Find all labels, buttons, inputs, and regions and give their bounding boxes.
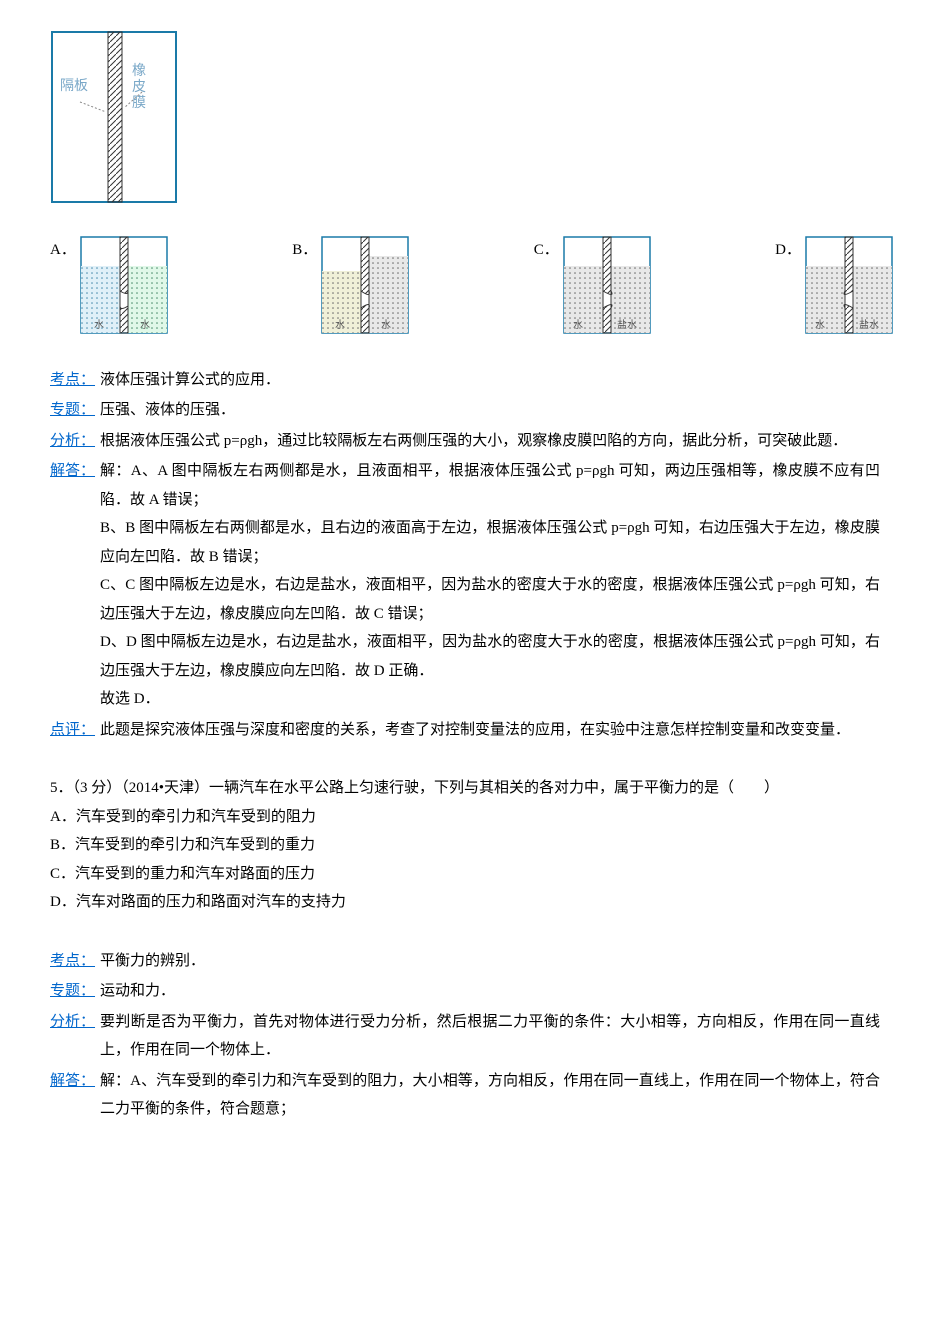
q5-choice-d: D．汽车对路面的压力和路面对汽车的支持力 — [50, 888, 895, 917]
jieda-line-4: 故选 D． — [100, 691, 160, 707]
option-d-label: D． — [775, 236, 801, 265]
q5-jieda-text: 解：A、汽车受到的牵引力和汽车受到的阻力，大小相等，方向相反，作用在同一直线上，… — [100, 1067, 880, 1124]
zhuanti-text: 压强、液体的压强． — [100, 396, 880, 425]
q5-choice-a: A．汽车受到的牵引力和汽车受到的阻力 — [50, 803, 895, 832]
q5-kaodian-row: 考点： 平衡力的辨别． — [50, 947, 895, 976]
container-diagram: 隔板 橡皮膜 — [50, 30, 180, 205]
q5-choice-b: B．汽车受到的牵引力和汽车受到的重力 — [50, 831, 895, 860]
svg-text:水: 水 — [815, 319, 825, 331]
jieda-label: 解答： — [50, 457, 100, 486]
q4-zhuanti-row: 专题： 压强、液体的压强． — [50, 396, 895, 425]
jieda-line-2: C、C 图中隔板左边是水，右边是盐水，液面相平，因为盐水的密度大于水的密度，根据… — [100, 577, 880, 622]
q5-kaodian-text: 平衡力的辨别． — [100, 947, 880, 976]
q5-zhuanti-text: 运动和力． — [100, 977, 880, 1006]
q5-kaodian-label: 考点： — [50, 947, 100, 976]
option-c-label: C． — [534, 236, 559, 265]
q5-zhuanti-row: 专题： 运动和力． — [50, 977, 895, 1006]
option-a-diagram: 水 水 — [80, 236, 170, 336]
q5-stem: 5．（3 分）（2014•天津）一辆汽车在水平公路上匀速行驶，下列与其相关的各对… — [50, 774, 895, 803]
option-d-diagram: 水 盐水 — [805, 236, 895, 336]
q5-fenxi-label: 分析： — [50, 1008, 100, 1037]
q4-kaodian-row: 考点： 液体压强计算公式的应用． — [50, 366, 895, 395]
svg-text:水: 水 — [140, 319, 150, 331]
q5-section: 5．（3 分）（2014•天津）一辆汽车在水平公路上匀速行驶，下列与其相关的各对… — [50, 774, 895, 917]
jieda-line-1: B、B 图中隔板左右两侧都是水，且右边的液面高于左边，根据液体压强公式 p=ρg… — [100, 520, 880, 565]
option-a: A． 水 水 — [50, 236, 170, 336]
main-diagram: 隔板 橡皮膜 — [50, 30, 895, 216]
q4-fenxi-row: 分析： 根据液体压强公式 p=ρgh，通过比较隔板左右两侧压强的大小，观察橡皮膜… — [50, 427, 895, 456]
q5-jieda-row: 解答： 解：A、汽车受到的牵引力和汽车受到的阻力，大小相等，方向相反，作用在同一… — [50, 1067, 895, 1124]
svg-text:盐水: 盐水 — [859, 318, 879, 331]
jieda-content: 解：A、A 图中隔板左右两侧都是水，且液面相平，根据液体压强公式 p=ρgh 可… — [100, 457, 880, 714]
fenxi-text: 根据液体压强公式 p=ρgh，通过比较隔板左右两侧压强的大小，观察橡皮膜凹陷的方… — [100, 427, 880, 456]
q5-fenxi-row: 分析： 要判断是否为平衡力，首先对物体进行受力分析，然后根据二力平衡的条件：大小… — [50, 1008, 895, 1065]
dianping-label: 点评： — [50, 716, 100, 745]
q4-jieda-row: 解答： 解：A、A 图中隔板左右两侧都是水，且液面相平，根据液体压强公式 p=ρ… — [50, 457, 895, 714]
q5-choice-c: C．汽车受到的重力和汽车对路面的压力 — [50, 860, 895, 889]
q5-analysis: 考点： 平衡力的辨别． 专题： 运动和力． 分析： 要判断是否为平衡力，首先对物… — [50, 947, 895, 1124]
kaodian-text: 液体压强计算公式的应用． — [100, 366, 880, 395]
svg-text:水: 水 — [381, 319, 391, 331]
option-b: B． 水 水 — [292, 236, 411, 336]
membrane-label: 橡皮膜 — [132, 63, 146, 111]
jieda-line-3: D、D 图中隔板左边是水，右边是盐水，液面相平，因为盐水的密度大于水的密度，根据… — [100, 634, 880, 679]
option-c: C． 水 盐水 — [534, 236, 653, 336]
option-d: D． 水 盐水 — [775, 236, 895, 336]
option-a-label: A． — [50, 236, 76, 265]
dianping-text: 此题是探究液体压强与深度和密度的关系，考查了对控制变量法的应用，在实验中注意怎样… — [100, 716, 880, 745]
q5-fenxi-text: 要判断是否为平衡力，首先对物体进行受力分析，然后根据二力平衡的条件：大小相等，方… — [100, 1008, 880, 1065]
option-b-label: B． — [292, 236, 317, 265]
zhuanti-label: 专题： — [50, 396, 100, 425]
q5-jieda-label: 解答： — [50, 1067, 100, 1096]
jieda-line-0: 解：A、A 图中隔板左右两侧都是水，且液面相平，根据液体压强公式 p=ρgh 可… — [100, 463, 880, 508]
divider-label: 隔板 — [60, 78, 88, 94]
options-row: A． 水 水 B． 水 水 C． — [50, 236, 895, 336]
option-c-diagram: 水 盐水 — [563, 236, 653, 336]
fenxi-label: 分析： — [50, 427, 100, 456]
q5-zhuanti-label: 专题： — [50, 977, 100, 1006]
option-b-diagram: 水 水 — [321, 236, 411, 336]
svg-text:水: 水 — [335, 319, 345, 331]
q4-dianping-row: 点评： 此题是探究液体压强与深度和密度的关系，考查了对控制变量法的应用，在实验中… — [50, 716, 895, 745]
svg-text:水: 水 — [94, 319, 104, 331]
svg-text:盐水: 盐水 — [617, 318, 637, 331]
kaodian-label: 考点： — [50, 366, 100, 395]
svg-text:水: 水 — [573, 319, 583, 331]
